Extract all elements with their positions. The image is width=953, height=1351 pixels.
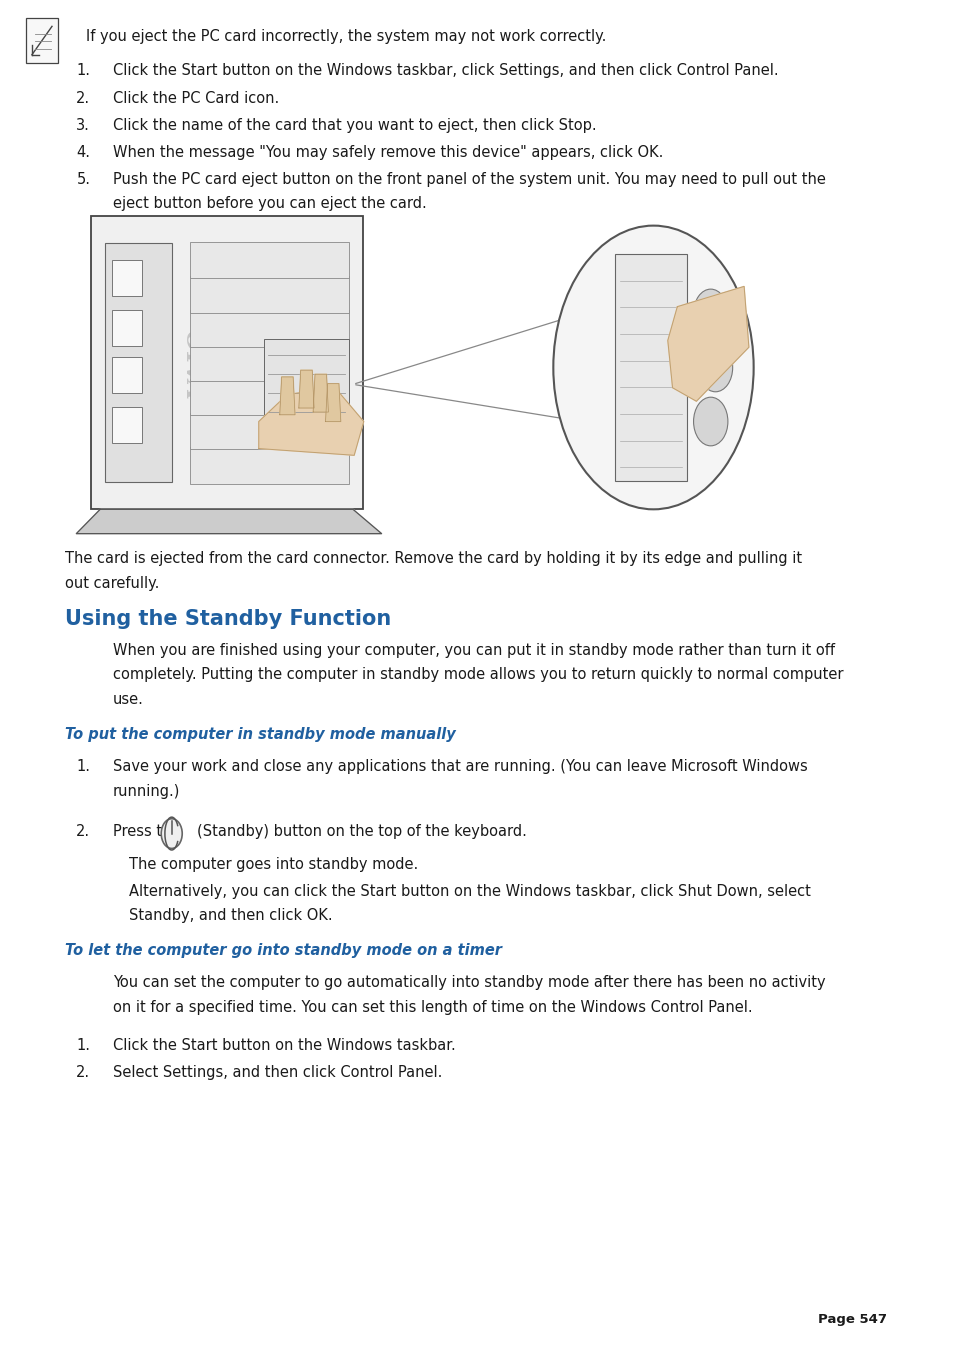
Text: Save your work and close any applications that are running. (You can leave Micro: Save your work and close any application…: [112, 759, 806, 774]
Polygon shape: [313, 374, 328, 412]
Text: Alternatively, you can click the Start button on the Windows taskbar, click Shut: Alternatively, you can click the Start b…: [129, 884, 810, 898]
Text: 5.: 5.: [76, 172, 91, 186]
FancyBboxPatch shape: [190, 242, 349, 278]
Text: completely. Putting the computer in standby mode allows you to return quickly to: completely. Putting the computer in stan…: [112, 667, 842, 682]
Text: Press the: Press the: [112, 824, 185, 839]
Text: (Standby) button on the top of the keyboard.: (Standby) button on the top of the keybo…: [196, 824, 526, 839]
FancyBboxPatch shape: [26, 18, 58, 63]
Polygon shape: [258, 388, 363, 455]
Text: 1.: 1.: [76, 63, 91, 78]
Circle shape: [693, 397, 727, 446]
Text: VAIO: VAIO: [186, 328, 210, 397]
FancyBboxPatch shape: [190, 311, 349, 347]
Polygon shape: [298, 370, 314, 408]
FancyBboxPatch shape: [112, 259, 142, 296]
FancyBboxPatch shape: [190, 345, 349, 381]
Text: running.): running.): [112, 784, 180, 798]
Text: Click the Start button on the Windows taskbar.: Click the Start button on the Windows ta…: [112, 1038, 455, 1052]
Text: The computer goes into standby mode.: The computer goes into standby mode.: [129, 857, 417, 871]
Text: To let the computer go into standby mode on a timer: To let the computer go into standby mode…: [65, 943, 501, 958]
Polygon shape: [279, 377, 294, 415]
Text: To put the computer in standby mode manually: To put the computer in standby mode manu…: [65, 727, 456, 742]
Text: If you eject the PC card incorrectly, the system may not work correctly.: If you eject the PC card incorrectly, th…: [86, 28, 605, 45]
Text: Push the PC card eject button on the front panel of the system unit. You may nee: Push the PC card eject button on the fro…: [112, 172, 824, 186]
Text: 2.: 2.: [76, 1065, 91, 1079]
Text: on it for a specified time. You can set this length of time on the Windows Contr: on it for a specified time. You can set …: [112, 1000, 751, 1015]
Text: When you are finished using your computer, you can put it in standby mode rather: When you are finished using your compute…: [112, 643, 834, 658]
Text: 2.: 2.: [76, 824, 91, 839]
Text: Click the Start button on the Windows taskbar, click Settings, and then click Co: Click the Start button on the Windows ta…: [112, 63, 778, 78]
FancyBboxPatch shape: [190, 447, 349, 484]
Circle shape: [553, 226, 753, 509]
FancyBboxPatch shape: [190, 276, 349, 312]
Text: Click the name of the card that you want to eject, then click Stop.: Click the name of the card that you want…: [112, 118, 596, 132]
FancyBboxPatch shape: [190, 378, 349, 415]
FancyBboxPatch shape: [112, 357, 142, 393]
FancyBboxPatch shape: [686, 347, 715, 388]
Polygon shape: [76, 509, 381, 534]
FancyBboxPatch shape: [190, 413, 349, 450]
FancyBboxPatch shape: [91, 216, 362, 509]
Polygon shape: [325, 384, 340, 422]
Text: 1.: 1.: [76, 1038, 91, 1052]
Text: Select Settings, and then click Control Panel.: Select Settings, and then click Control …: [112, 1065, 441, 1079]
Circle shape: [693, 289, 727, 338]
FancyBboxPatch shape: [263, 339, 349, 430]
Polygon shape: [667, 286, 748, 401]
Text: Using the Standby Function: Using the Standby Function: [65, 609, 391, 630]
Text: 4.: 4.: [76, 145, 91, 159]
Text: Page 547: Page 547: [818, 1313, 886, 1327]
Text: 2.: 2.: [76, 91, 91, 105]
Text: You can set the computer to go automatically into standby mode after there has b: You can set the computer to go automatic…: [112, 975, 824, 990]
FancyBboxPatch shape: [105, 243, 172, 482]
Text: Standby, and then click OK.: Standby, and then click OK.: [129, 908, 332, 923]
Text: 1.: 1.: [76, 759, 91, 774]
FancyBboxPatch shape: [112, 309, 142, 346]
Text: use.: use.: [112, 692, 143, 707]
Circle shape: [161, 819, 182, 848]
Text: out carefully.: out carefully.: [65, 576, 159, 590]
Text: When the message "You may safely remove this device" appears, click OK.: When the message "You may safely remove …: [112, 145, 662, 159]
Text: 3.: 3.: [76, 118, 91, 132]
Circle shape: [698, 343, 732, 392]
Text: Click the PC Card icon.: Click the PC Card icon.: [112, 91, 278, 105]
Text: eject button before you can eject the card.: eject button before you can eject the ca…: [112, 196, 426, 211]
Text: The card is ejected from the card connector. Remove the card by holding it by it: The card is ejected from the card connec…: [65, 551, 801, 566]
FancyBboxPatch shape: [615, 254, 686, 481]
FancyBboxPatch shape: [112, 407, 142, 443]
